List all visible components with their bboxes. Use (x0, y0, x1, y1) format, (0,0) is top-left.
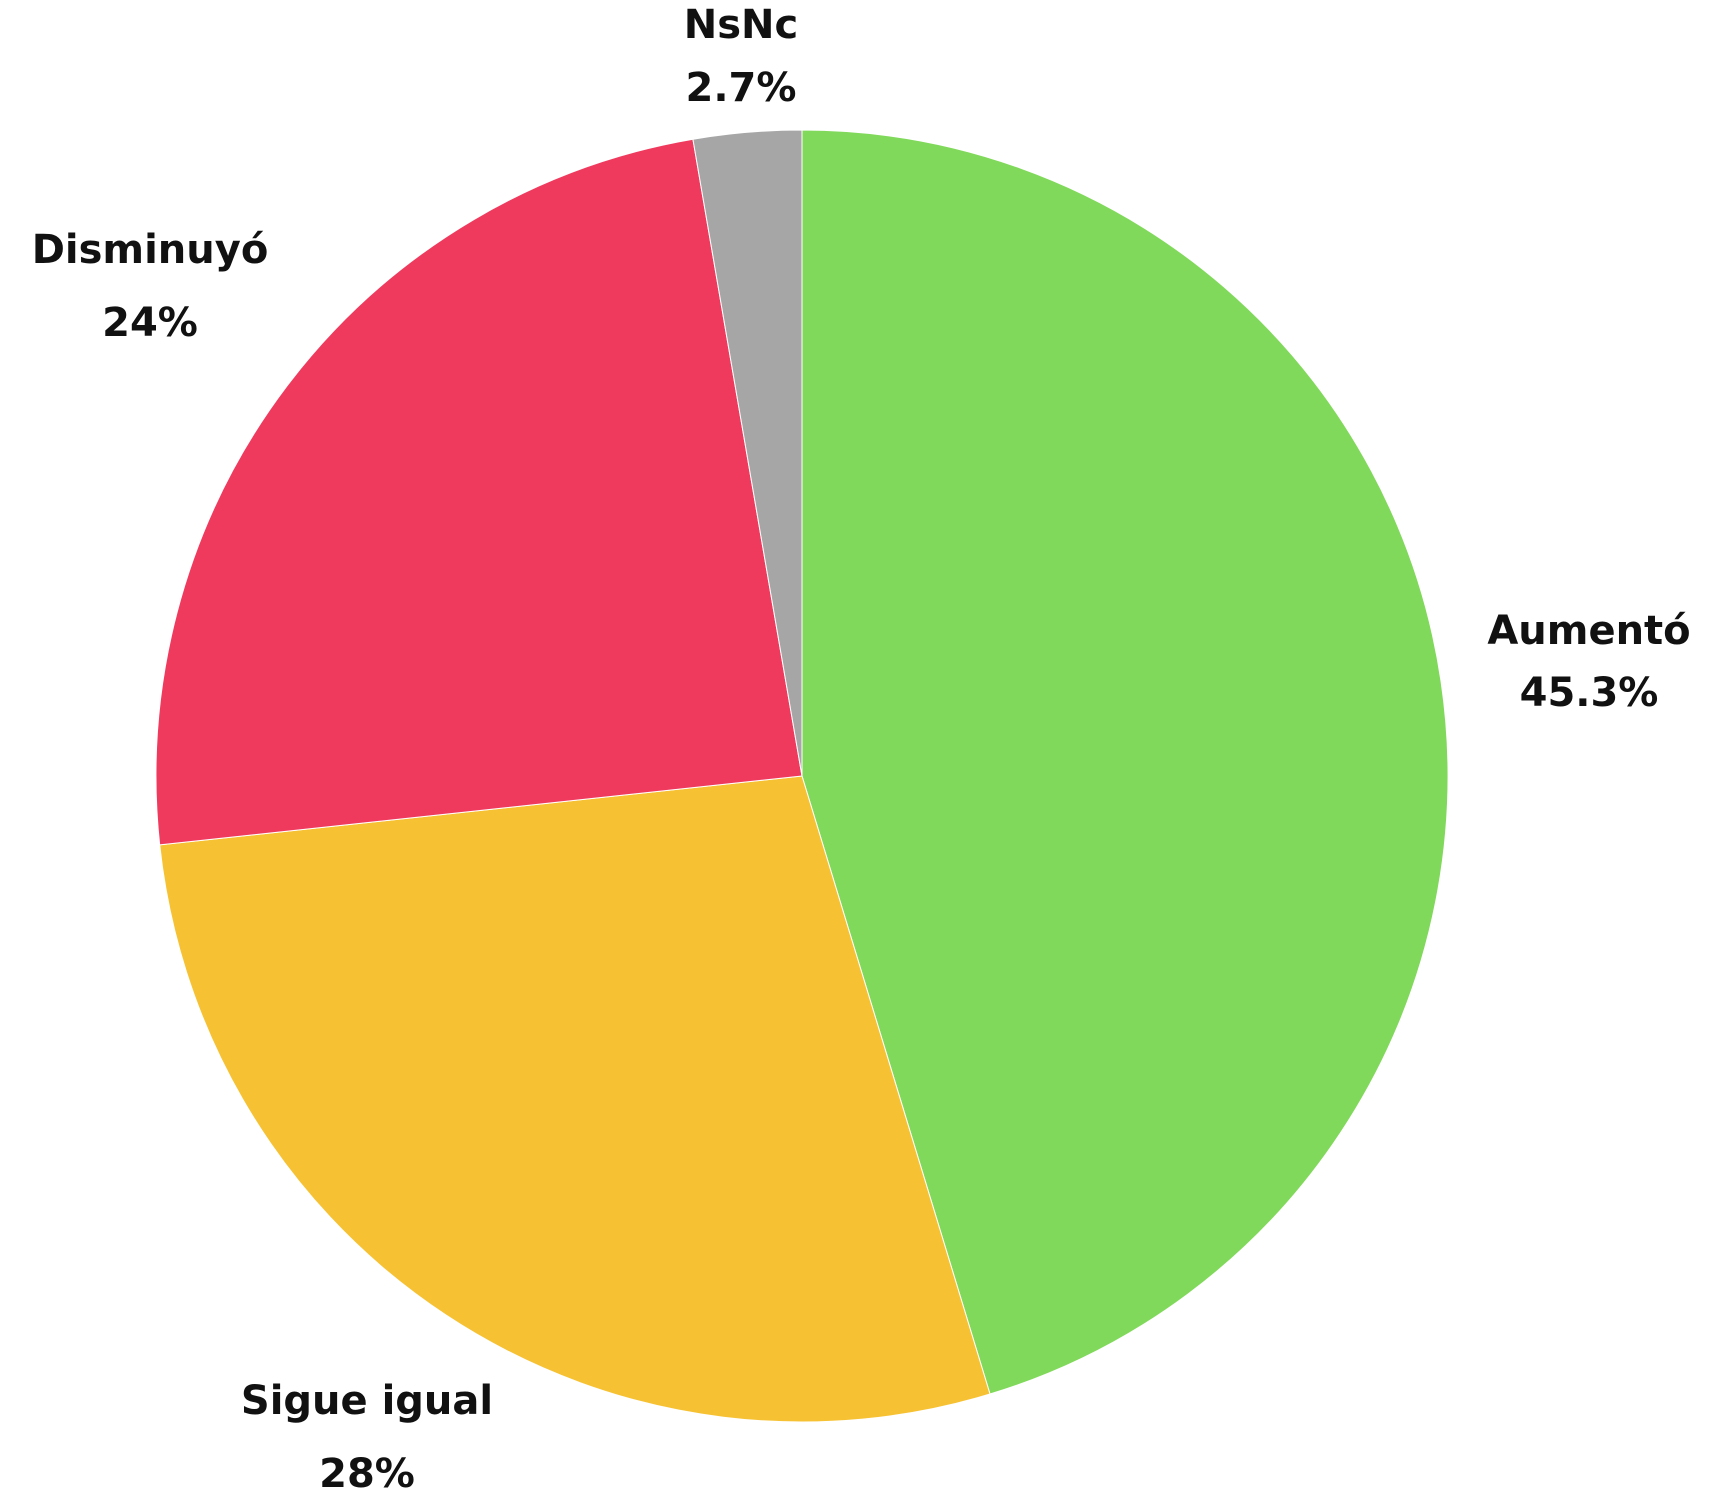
slice-label: Sigue igual (241, 1378, 493, 1424)
pie-slice (155, 138, 803, 846)
slice-label: NsNc (684, 2, 798, 48)
pie-slice (801, 129, 1449, 1395)
slice-value-label: 45.3% (1520, 670, 1659, 716)
pie-slice (692, 129, 803, 777)
slice-value-label: 2.7% (686, 65, 797, 111)
slice-value-label: 28% (319, 1451, 415, 1497)
slice-label: Disminuyó (32, 227, 269, 273)
pie-slice (159, 775, 991, 1423)
slice-label: Aumentó (1487, 608, 1690, 654)
slice-value-label: 24% (102, 300, 198, 346)
